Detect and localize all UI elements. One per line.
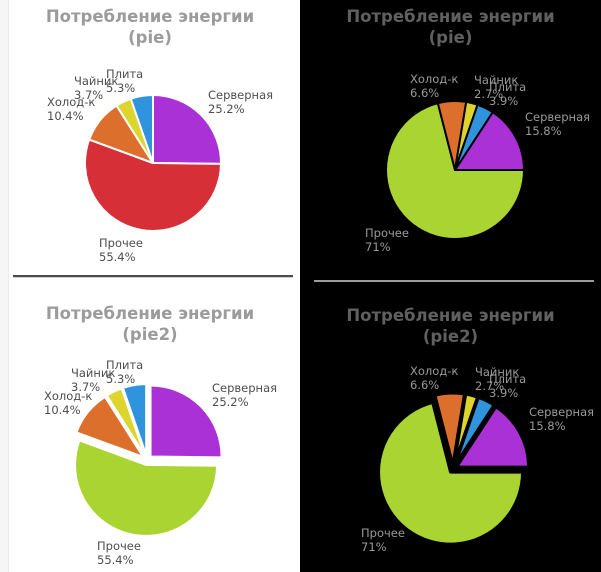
- slice-label-percent: 5.3%: [106, 372, 136, 386]
- pie-slice[interactable]: [453, 395, 496, 467]
- pie-slice[interactable]: [455, 405, 531, 469]
- slice-label-name: Холод-к: [410, 364, 459, 378]
- pie-slice[interactable]: [149, 384, 223, 459]
- slice-label-name: Серверная: [529, 405, 595, 419]
- chart-title-line1: Потребление энергии: [45, 7, 255, 26]
- slice-label: Плита 5.3%: [106, 358, 143, 386]
- slice-label: Прочее 71%: [361, 526, 405, 554]
- slice-label-name: Плита: [106, 358, 144, 372]
- slice-label-name: Чайник: [74, 74, 119, 88]
- slice-label: Прочее 55.4%: [99, 236, 143, 264]
- slice-label: Чайник 2.7%: [475, 365, 519, 393]
- slice-label-name: Чайник: [474, 73, 519, 87]
- slice-label: Холод-к 6.6%: [410, 72, 458, 100]
- slice-label-percent: 10.4%: [47, 109, 84, 123]
- chart-title-line2: (pie2): [122, 325, 178, 344]
- pie-slice[interactable]: [152, 94, 222, 165]
- chart-title: Потребление энергии (pie2): [0, 303, 300, 345]
- chart-title: Потребление энергии (pie): [0, 6, 300, 48]
- slice-label-percent: 25.2%: [212, 395, 249, 409]
- chart-title: Потребление энергии (pie): [300, 6, 601, 48]
- slice-label-percent: 55.4%: [97, 553, 134, 567]
- chart-title: Потребление энергии (pie2): [300, 305, 601, 347]
- slice-label: Плита 5.3%: [106, 67, 143, 95]
- slice-label-name: Плита: [106, 67, 144, 81]
- pie-slice[interactable]: [105, 387, 146, 457]
- pie-slice[interactable]: [385, 102, 525, 240]
- slice-label-percent: 6.6%: [410, 86, 440, 100]
- pie-slice[interactable]: [454, 103, 494, 171]
- slice-label: Серверная 15.8%: [529, 405, 594, 433]
- pie-slice[interactable]: [84, 138, 222, 232]
- slice-label-percent: 71%: [361, 540, 387, 554]
- divider-line-light: [13, 275, 293, 278]
- slice-label: Холод-к 6.6%: [410, 364, 458, 392]
- slice-label-percent: 3.9%: [489, 94, 519, 108]
- chart-title-line2: (pie): [428, 28, 473, 47]
- slice-label-percent: 3.7%: [74, 88, 104, 102]
- chart-title-line1: Потребление энергии: [346, 306, 555, 325]
- slice-label: Чайник 2.7%: [474, 73, 518, 101]
- slice-label-percent: 3.7%: [71, 380, 101, 394]
- slice-label-percent: 15.8%: [525, 124, 562, 138]
- pie-slice[interactable]: [454, 111, 525, 171]
- slice-label-name: Прочее: [97, 539, 141, 553]
- slice-label-name: Прочее: [361, 526, 405, 540]
- chart-title-line1: Потребление энергии: [346, 7, 555, 26]
- pie-slice[interactable]: [377, 400, 525, 546]
- slice-label: Холод-к 10.4%: [47, 95, 95, 123]
- slice-label: Прочее 71%: [365, 226, 409, 254]
- slice-label-percent: 55.4%: [99, 250, 136, 264]
- pie-slice[interactable]: [121, 383, 148, 457]
- slice-label-name: Прочее: [365, 226, 409, 240]
- pie-svg: [385, 100, 525, 240]
- pie-svg: [377, 391, 531, 546]
- pie-chart-light: Потребление энергии (pie) Серверная 25.2%…: [0, 0, 300, 286]
- slice-label: Серверная 25.2%: [212, 381, 277, 409]
- left-gutter: [0, 0, 9, 572]
- slice-label-percent: 5.3%: [106, 81, 136, 95]
- slice-label-percent: 25.2%: [208, 102, 245, 116]
- slice-label-name: Плита: [489, 372, 527, 386]
- slice-label-percent: 2.7%: [474, 87, 504, 101]
- slice-label: Серверная 25.2%: [208, 88, 273, 116]
- slice-label-name: Прочее: [99, 236, 143, 250]
- slice-label: Плита 3.9%: [489, 372, 526, 400]
- slice-label-name: Плита: [489, 80, 527, 94]
- slice-label-name: Холод-к: [44, 389, 93, 403]
- pie2-chart-dark: Потребление энергии (pie2) Серверная 15.8…: [300, 286, 601, 572]
- slice-label: Прочее 55.4%: [97, 539, 141, 567]
- slice-label: Холод-к 10.4%: [44, 389, 92, 417]
- slice-label-percent: 3.9%: [489, 386, 519, 400]
- pie-slice[interactable]: [129, 94, 154, 164]
- pie-slice[interactable]: [74, 439, 219, 537]
- slice-label-name: Серверная: [525, 110, 591, 124]
- slice-label-name: Чайник: [71, 366, 116, 380]
- slice-label-name: Серверная: [208, 88, 274, 102]
- slice-label-name: Серверная: [212, 381, 278, 395]
- pie-svg: [74, 383, 223, 537]
- pie-chart-dark: Потребление энергии (pie) Серверная 15.8%…: [300, 0, 601, 286]
- slice-label-name: Чайник: [475, 365, 520, 379]
- slice-label-name: Холод-к: [410, 72, 459, 86]
- slice-label-percent: 15.8%: [529, 419, 566, 433]
- slice-label: Серверная 15.8%: [525, 110, 590, 138]
- chart-title-line1: Потребление энергии: [45, 304, 255, 323]
- slice-label-percent: 10.4%: [44, 403, 81, 417]
- slice-label-name: Холод-к: [47, 95, 96, 109]
- slice-label-percent: 6.6%: [410, 378, 440, 392]
- slice-label: Плита 3.9%: [489, 80, 526, 108]
- slice-label: Чайник 3.7%: [71, 366, 115, 394]
- chart-title-line2: (pie2): [422, 327, 479, 346]
- pie-svg: [84, 94, 222, 232]
- pie2-chart-light: Потребление энергии (pie2) Серверная 25.2…: [0, 286, 300, 572]
- divider-line-dark: [314, 280, 594, 282]
- slice-label: Чайник 3.7%: [74, 74, 118, 102]
- slice-label-percent: 71%: [365, 240, 391, 254]
- pie-slice[interactable]: [75, 395, 145, 458]
- slice-label-percent: 2.7%: [475, 379, 505, 393]
- chart-title-line2: (pie): [128, 28, 172, 47]
